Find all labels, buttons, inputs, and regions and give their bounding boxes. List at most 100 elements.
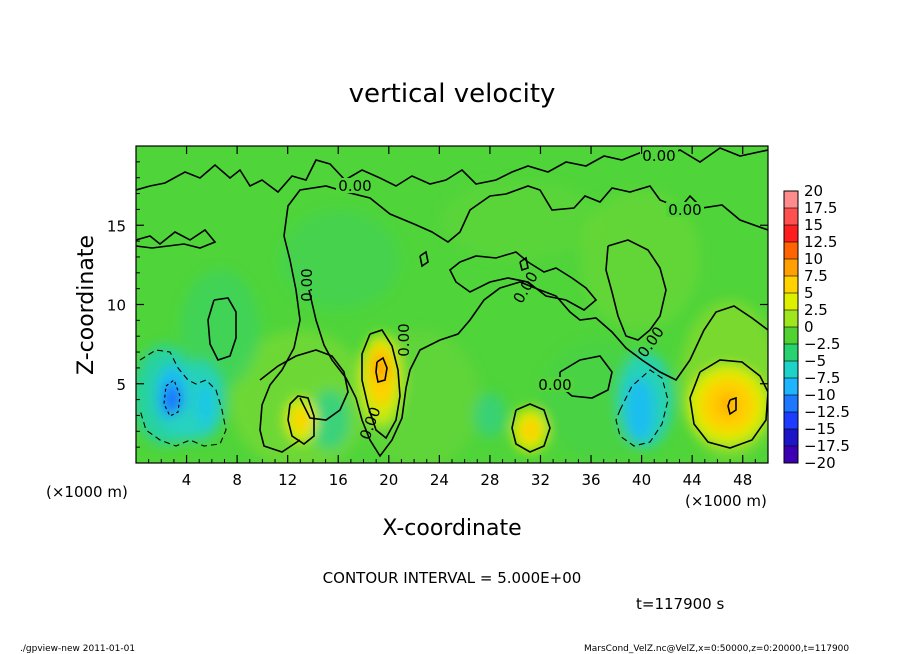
zero-contour [136,228,217,249]
colorbar-label: 2.5 [804,301,828,319]
footer-right: MarsCond_VelZ.nc@VelZ,x=0:50000,z=0:2000… [584,644,849,654]
zero-contour [259,185,768,453]
zero-contour [207,297,237,361]
x-tick-label: 16 [329,471,348,489]
x-unit-right: (×1000 m) [685,492,767,510]
x-tick-label: 28 [480,471,499,489]
zero-contour [136,147,768,194]
colorbar-label: −5 [804,352,826,370]
x-tick-label: 48 [733,471,752,489]
contour-label: 0.00 [298,268,316,301]
x-tick-label: 8 [232,471,242,489]
downdraft-blob [310,390,350,450]
x-unit-left: (×1000 m) [46,483,128,501]
colorbar-swatch [784,259,798,277]
colorbar-label: −10 [804,386,836,404]
contour-lines [136,147,768,458]
y-axis: 5 10 15 [107,161,768,448]
updraft-contour [375,356,388,384]
colorbar-swatch [784,412,798,430]
updraft-contour [287,395,315,445]
x-tick-label: 40 [632,471,651,489]
colorbar-label: −20 [804,454,836,472]
downdraft-blob [167,409,203,441]
colorbar-swatch [784,429,798,447]
updraft-contour [511,403,551,453]
plot-area: 0.00 0.00 0.00 0.00 0.00 0.00 0.00 0.00 … [136,146,768,463]
colorbar-swatch [784,310,798,328]
contour-labels: 0.00 0.00 0.00 0.00 0.00 0.00 0.00 0.00 … [298,147,704,442]
zero-contour [259,349,349,421]
field-blob [580,190,700,330]
negative-contours [139,349,669,447]
x-tick-label: 24 [430,471,449,489]
updraft-contour [361,329,401,440]
downdraft-blob [164,384,180,416]
colorbar-label: −12.5 [804,403,850,421]
y-axis-label: Z-coordinate [74,235,99,375]
x-tick-label: 44 [683,471,702,489]
contour-label: 0.00 [395,323,413,356]
x-tick-label: 32 [531,471,550,489]
zero-contour [308,281,768,458]
x-tick-label: 12 [278,471,297,489]
zero-contour [419,250,429,268]
updraft-contour [689,359,768,449]
colorbar-swatch [784,446,798,464]
colorbar-swatch [784,293,798,311]
downdraft-blob [474,393,506,437]
colorbar-swatch [784,395,798,413]
time-label: t=117900 s [636,595,724,613]
contour-interval: CONTOUR INTERVAL = 5.000E+00 [323,569,582,587]
negative-contours-strong [163,379,181,417]
y-tick-label: 15 [107,217,126,235]
zero-contour [448,251,598,311]
downdraft-contour [139,349,227,447]
contour-label: 0.00 [538,376,571,394]
field-blob [280,210,400,310]
downdraft-core-contour [163,379,181,417]
colorbar-swatch [784,276,798,294]
field-blob [440,180,600,260]
x-axis: 4 8 12 16 20 24 28 32 36 40 44 48 [148,146,756,489]
colorbar-swatch [784,225,798,243]
colorbar-label: −7.5 [804,369,840,387]
colorbar: 2017.51512.5107.552.50−2.5−5−7.5−10−12.5… [783,182,850,472]
colorbar-swatch [784,208,798,226]
colorbar-label: 10 [804,250,823,268]
colorbar-label: −2.5 [804,335,840,353]
chart-title: vertical velocity [349,79,556,109]
updraft-contour [727,396,737,416]
colorbar-label: 20 [804,182,823,200]
x-tick-label: 36 [581,471,600,489]
x-axis-label: X-coordinate [382,516,521,541]
x-tick-label: 20 [379,471,398,489]
x-tick-label: 4 [182,471,192,489]
contour-label: 0.00 [338,177,371,195]
colorbar-label: 7.5 [804,267,828,285]
updraft-blob [520,418,540,442]
colorbar-label: 0 [804,318,814,336]
y-tick-label: 5 [116,376,126,394]
updraft-blob [293,408,309,432]
colorbar-swatch [784,378,798,396]
colorbar-swatch [784,242,798,260]
colorbar-label: −15 [804,420,836,438]
footer-left: ./gpview-new 2011-01-01 [20,644,135,654]
contour-label: 0.00 [642,147,675,165]
downdraft-contour [615,369,669,447]
downdraft-blob [626,378,654,442]
colorbar-label: 17.5 [804,199,837,217]
colorbar-swatch [784,327,798,345]
zero-contour [605,239,667,341]
colorbar-label: 12.5 [804,233,837,251]
colorbar-swatch [784,344,798,362]
colorbar-label: 15 [804,216,823,234]
y-tick-label: 10 [107,297,126,315]
colorbar-label: −17.5 [804,437,850,455]
contour-label: 0.00 [668,201,701,219]
colorbar-swatch [784,191,798,209]
colorbar-swatch [784,361,798,379]
colorbar-label: 5 [804,284,814,302]
